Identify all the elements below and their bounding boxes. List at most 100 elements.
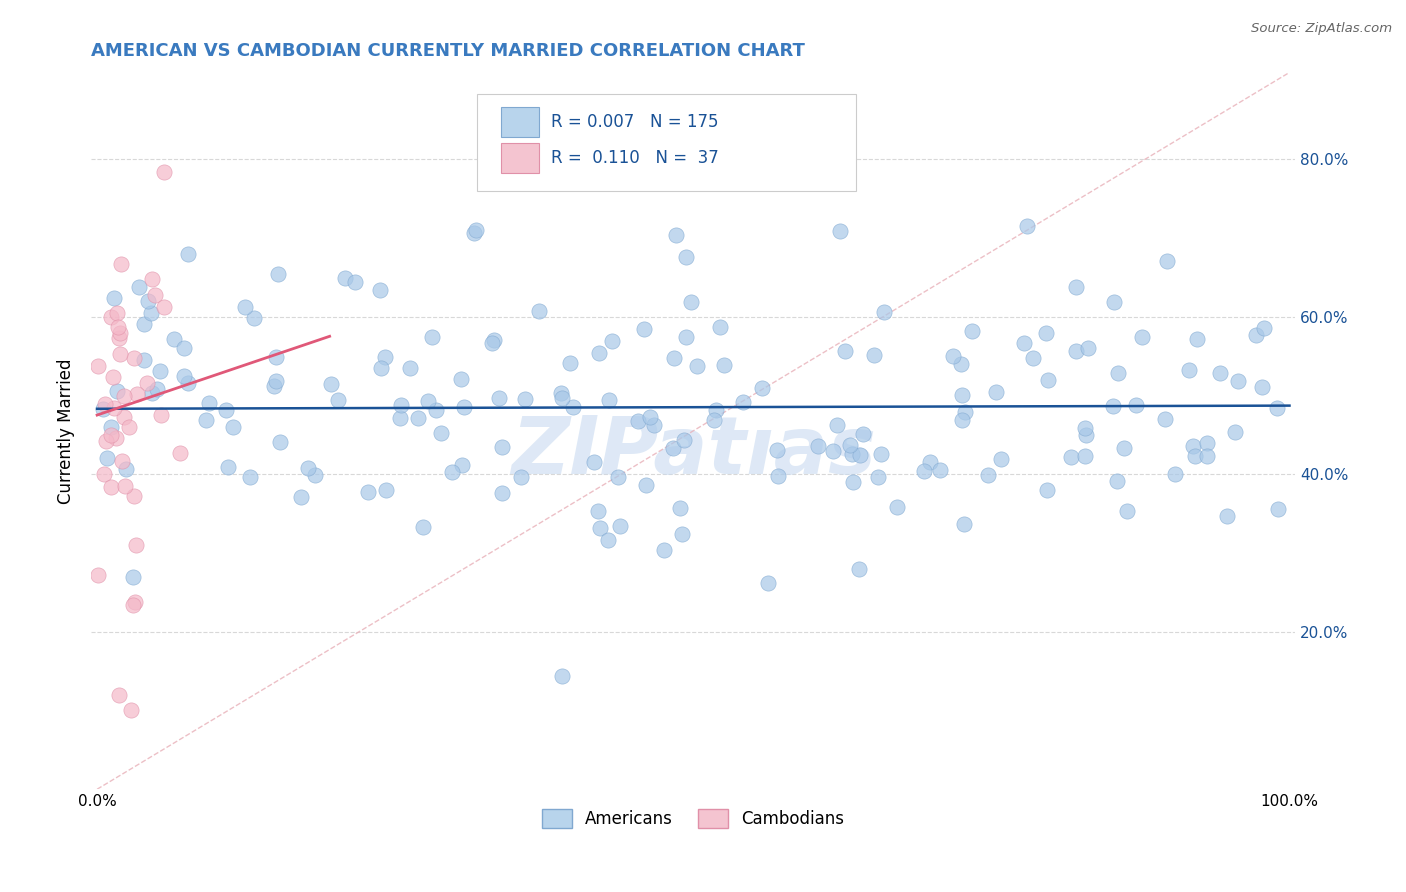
Point — [1197, 449, 1219, 463]
Point — [643, 417, 665, 432]
Point — [1107, 474, 1129, 488]
Point — [370, 361, 392, 376]
Point — [766, 468, 789, 483]
Point — [143, 288, 166, 302]
Point — [100, 420, 122, 434]
Point — [375, 483, 398, 497]
Point — [848, 562, 870, 576]
Point — [1074, 427, 1097, 442]
Point — [153, 165, 176, 179]
Point — [662, 351, 685, 365]
Point — [1125, 398, 1147, 412]
Point — [842, 475, 865, 489]
Point — [110, 257, 132, 271]
Point — [114, 479, 136, 493]
Point — [326, 392, 349, 407]
Point — [420, 329, 443, 343]
Point — [112, 389, 135, 403]
Point — [132, 353, 155, 368]
Point — [686, 359, 709, 374]
Point — [177, 247, 200, 261]
Point — [1017, 219, 1039, 233]
Point — [633, 322, 655, 336]
Point — [550, 385, 572, 400]
Point — [950, 413, 973, 427]
Point — [108, 347, 131, 361]
FancyBboxPatch shape — [477, 94, 856, 191]
Point — [169, 445, 191, 459]
Point — [233, 300, 256, 314]
Point — [453, 400, 475, 414]
Point — [136, 294, 159, 309]
Point — [94, 434, 117, 448]
Point — [638, 410, 661, 425]
Text: R = 0.007   N = 175: R = 0.007 N = 175 — [551, 113, 718, 131]
Point — [118, 420, 141, 434]
Point — [104, 431, 127, 445]
Point — [588, 346, 610, 360]
Point — [1227, 374, 1250, 388]
Point — [703, 413, 725, 427]
Point — [451, 458, 474, 472]
Point — [368, 283, 391, 297]
Point — [949, 357, 972, 371]
Point — [297, 460, 319, 475]
Point — [1077, 341, 1099, 355]
Point — [418, 393, 440, 408]
Point — [100, 310, 122, 324]
Point — [425, 403, 447, 417]
Point — [87, 359, 110, 373]
Point — [598, 393, 620, 408]
Point — [491, 486, 513, 500]
Point — [1101, 399, 1123, 413]
Point — [1036, 373, 1059, 387]
Point — [389, 411, 412, 425]
Point — [105, 384, 128, 398]
Point — [960, 324, 983, 338]
FancyBboxPatch shape — [501, 107, 538, 137]
Point — [673, 433, 696, 447]
Point — [1267, 501, 1289, 516]
Point — [491, 441, 513, 455]
Point — [806, 440, 828, 454]
Y-axis label: Currently Married: Currently Married — [58, 358, 75, 504]
Legend: Americans, Cambodians: Americans, Cambodians — [536, 802, 851, 835]
Point — [675, 250, 697, 264]
Point — [374, 350, 396, 364]
Point — [1244, 327, 1267, 342]
Point — [135, 376, 157, 390]
Point — [290, 491, 312, 505]
Point — [976, 467, 998, 482]
Point — [1115, 504, 1137, 518]
Point — [1182, 439, 1205, 453]
Point — [263, 379, 285, 393]
Point — [1114, 441, 1136, 455]
Point — [124, 595, 146, 609]
Point — [731, 394, 754, 409]
Point — [841, 447, 863, 461]
Point — [825, 417, 848, 432]
Point — [596, 533, 619, 547]
Point — [87, 568, 110, 582]
Point — [636, 477, 658, 491]
Point — [627, 414, 650, 428]
Point — [589, 521, 612, 535]
Point — [101, 370, 124, 384]
Point — [869, 447, 891, 461]
Point — [125, 538, 148, 552]
Point — [267, 267, 290, 281]
Point — [304, 467, 326, 482]
Point — [463, 226, 485, 240]
Point — [481, 336, 503, 351]
Point — [107, 331, 129, 345]
FancyBboxPatch shape — [501, 144, 538, 173]
Point — [108, 326, 131, 340]
Point — [357, 485, 380, 500]
Point — [1215, 508, 1237, 523]
Point — [217, 459, 239, 474]
Point — [671, 526, 693, 541]
Point — [1163, 467, 1185, 481]
Point — [266, 374, 288, 388]
Point — [115, 462, 138, 476]
Point — [391, 398, 413, 412]
